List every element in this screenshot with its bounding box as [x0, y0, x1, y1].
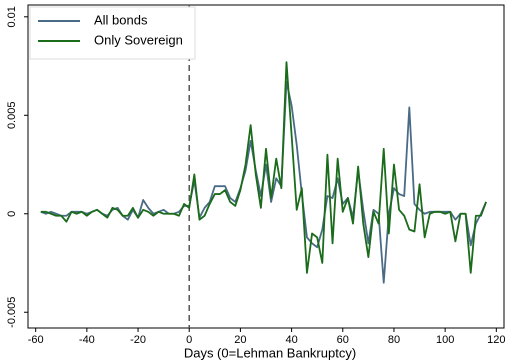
x-tick-label: -60	[28, 334, 44, 346]
y-tick-label: 0.005	[6, 102, 18, 130]
data-line	[40, 61, 487, 274]
legend-label: All bonds	[94, 12, 148, 27]
plot-frame	[27, 4, 505, 329]
x-tick-label: 20	[234, 334, 246, 346]
y-tick-label: -0.005	[6, 297, 18, 328]
y-tick-label: 0	[6, 211, 18, 217]
x-tick-label: 120	[487, 334, 505, 346]
x-tick-label: -20	[130, 334, 146, 346]
x-tick-label: 60	[337, 334, 349, 346]
legend-label: Only Sovereign	[94, 32, 183, 47]
y-tick-label: 0.01	[6, 6, 18, 27]
x-tick-label: 40	[285, 334, 297, 346]
x-axis-title: Days (0=Lehman Bankruptcy)	[184, 345, 356, 360]
x-tick-label: 100	[436, 334, 454, 346]
x-tick-label: -40	[79, 334, 95, 346]
x-tick-label: 80	[388, 334, 400, 346]
x-tick-label: 0	[186, 334, 192, 346]
legend-box	[29, 6, 196, 60]
